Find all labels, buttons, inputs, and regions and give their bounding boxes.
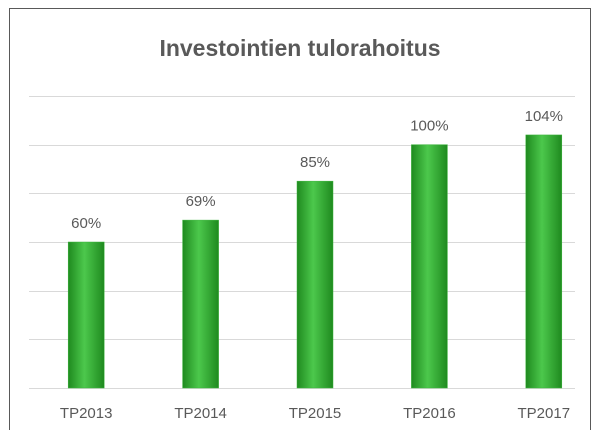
x-tick-label: TP2015	[289, 405, 342, 422]
value-label: 60%	[71, 215, 101, 232]
bar	[296, 180, 334, 389]
bar	[67, 241, 105, 389]
bar	[411, 144, 448, 389]
x-tick-label: TP2013	[60, 405, 113, 422]
bar	[182, 219, 219, 389]
chart-title: Investointien tulorahoitus	[159, 35, 440, 61]
x-tick-label: TP2016	[403, 405, 456, 422]
value-label: 85%	[300, 154, 330, 171]
value-label: 100%	[410, 118, 448, 135]
value-label: 104%	[525, 108, 563, 125]
x-tick-label: TP2017	[518, 405, 571, 422]
value-label: 69%	[186, 193, 216, 210]
x-tick-label: TP2014	[174, 405, 227, 422]
bar	[525, 134, 563, 389]
